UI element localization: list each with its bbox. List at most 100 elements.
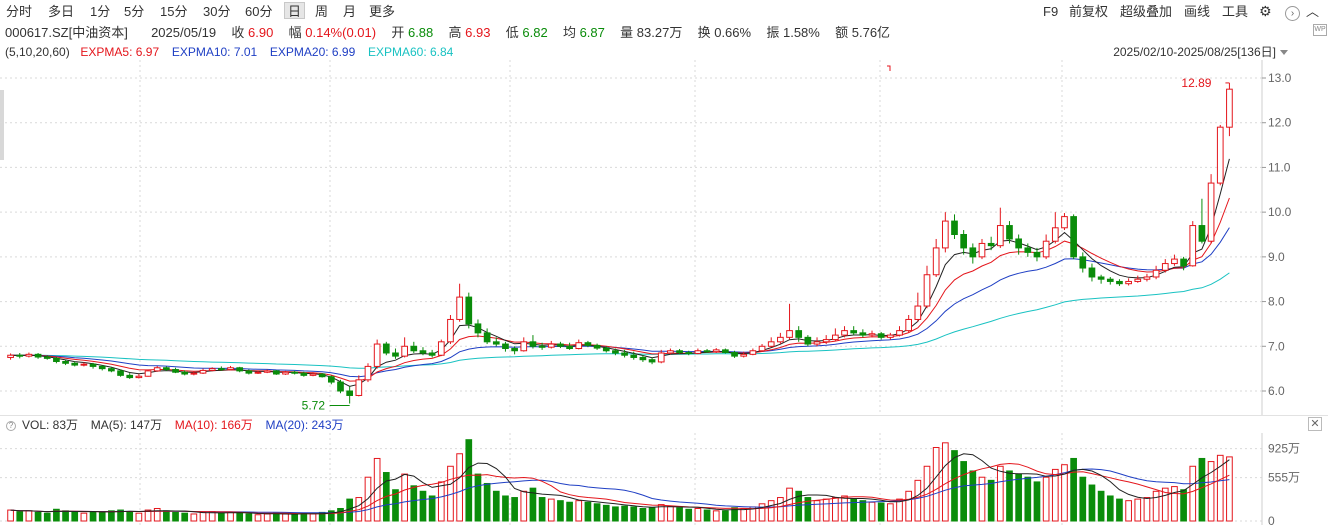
- ma60-legend: EXPMA60: 6.84: [367, 45, 454, 59]
- candle: [1116, 279, 1123, 286]
- candle-body: [694, 350, 702, 354]
- candle-body: [428, 352, 436, 356]
- candle-body: [822, 339, 830, 343]
- volume-bar: [1171, 486, 1178, 522]
- tab-timeshare[interactable]: 分时: [6, 4, 33, 19]
- tab-month[interactable]: 月: [343, 4, 357, 19]
- tab-week[interactable]: 周: [315, 4, 329, 19]
- tab-60min[interactable]: 60分: [245, 4, 273, 19]
- candle-body: [43, 356, 51, 359]
- volume-bar: [777, 497, 784, 522]
- candle: [1189, 221, 1197, 267]
- candle: [804, 335, 812, 347]
- candle: [327, 375, 335, 385]
- candle: [1134, 275, 1142, 283]
- volume-bar: [465, 439, 473, 522]
- candle-body: [1116, 280, 1123, 285]
- amount-label: 额: [835, 25, 849, 40]
- candle-body: [190, 372, 198, 375]
- candle-body: [1051, 227, 1059, 242]
- draw-button[interactable]: 画线: [1184, 4, 1211, 19]
- candle-body: [263, 370, 271, 373]
- left-scroll-handle[interactable]: [0, 90, 4, 160]
- tab-multiday[interactable]: 多日: [48, 4, 75, 19]
- candle: [1207, 174, 1215, 244]
- candle: [428, 349, 436, 358]
- tab-5min[interactable]: 5分: [124, 4, 145, 19]
- volume-bar: [547, 498, 555, 522]
- volume-bar: [1207, 461, 1215, 522]
- chevron-up-icon[interactable]: ︿: [1306, 4, 1320, 19]
- high-label: 高: [448, 25, 462, 40]
- volume-bar: [538, 497, 546, 522]
- candle: [401, 337, 408, 358]
- candle-body: [346, 390, 353, 396]
- tab-15min[interactable]: 15分: [160, 4, 188, 19]
- tab-1min[interactable]: 1分: [90, 4, 111, 19]
- candle-body: [1207, 182, 1215, 242]
- candle-body: [969, 247, 977, 258]
- candle: [1143, 273, 1151, 282]
- candle: [1042, 234, 1050, 260]
- volume-bar: [163, 510, 170, 522]
- candle: [639, 355, 647, 362]
- candle-body: [667, 350, 674, 354]
- forward-icon[interactable]: ›: [1285, 3, 1300, 21]
- candle-body: [1161, 263, 1169, 271]
- volume-bar: [841, 495, 848, 522]
- candle: [896, 326, 903, 337]
- candle-body: [777, 336, 784, 343]
- gear-icon[interactable]: ⚙: [1259, 3, 1272, 19]
- tab-more[interactable]: 更多: [369, 4, 396, 19]
- candle-body: [382, 343, 390, 354]
- volume-bar: [263, 513, 271, 522]
- low-annotation: 5.72: [302, 399, 326, 413]
- candle: [978, 238, 986, 260]
- tools-button[interactable]: 工具: [1222, 4, 1249, 19]
- candle: [273, 369, 280, 375]
- candle-body: [905, 318, 913, 332]
- candle-body: [144, 370, 152, 377]
- volume-tick-label: 555万: [1268, 471, 1300, 485]
- candle-body: [98, 365, 106, 370]
- overlay-button[interactable]: 超级叠加: [1120, 4, 1173, 19]
- ma-params[interactable]: (5,10,20,60): [5, 45, 70, 59]
- candle: [483, 328, 491, 345]
- candle-body: [1097, 276, 1105, 280]
- volume-bar: [98, 511, 106, 522]
- volume-bar: [905, 490, 913, 522]
- volume-bar: [1180, 489, 1187, 522]
- volume-bar: [1116, 498, 1123, 522]
- candle: [199, 368, 207, 375]
- candle: [282, 370, 289, 375]
- volume-bar: [437, 481, 445, 522]
- volume-bar: [245, 513, 253, 522]
- candle-body: [960, 234, 967, 249]
- f9-button[interactable]: F9: [1043, 4, 1059, 19]
- volume-bar: [996, 465, 1004, 522]
- volume-bar: [254, 514, 262, 522]
- tab-day[interactable]: 日: [284, 2, 306, 19]
- volume-bar: [456, 453, 463, 522]
- candle: [419, 347, 427, 356]
- close-icon[interactable]: ✕: [1308, 417, 1322, 431]
- adjust-button[interactable]: 前复权: [1069, 4, 1109, 19]
- volume-label: 量: [620, 25, 634, 40]
- help-icon[interactable]: ?: [6, 420, 16, 431]
- candle: [1152, 265, 1160, 280]
- candle-body: [813, 341, 821, 345]
- close-label: 收: [231, 25, 245, 40]
- candle-body: [914, 305, 922, 320]
- candle: [181, 370, 189, 376]
- price-chart[interactable]: 6.0 7.0 8.0 9.0 10.0 11.0 12.0 13.0 12.89 5.72: [0, 60, 1328, 415]
- volume-bar: [630, 506, 638, 522]
- volume-chart[interactable]: 925万 555万 0: [0, 433, 1328, 525]
- candle: [832, 328, 839, 341]
- candle: [511, 346, 518, 355]
- date-range-selector[interactable]: 2025/02/10-2025/08/25[136日]: [1113, 45, 1288, 59]
- candle-body: [25, 353, 33, 357]
- volume-bar: [1042, 476, 1050, 522]
- candle: [1006, 221, 1013, 244]
- tab-30min[interactable]: 30分: [203, 4, 231, 19]
- wp-badge[interactable]: WP: [1313, 24, 1327, 36]
